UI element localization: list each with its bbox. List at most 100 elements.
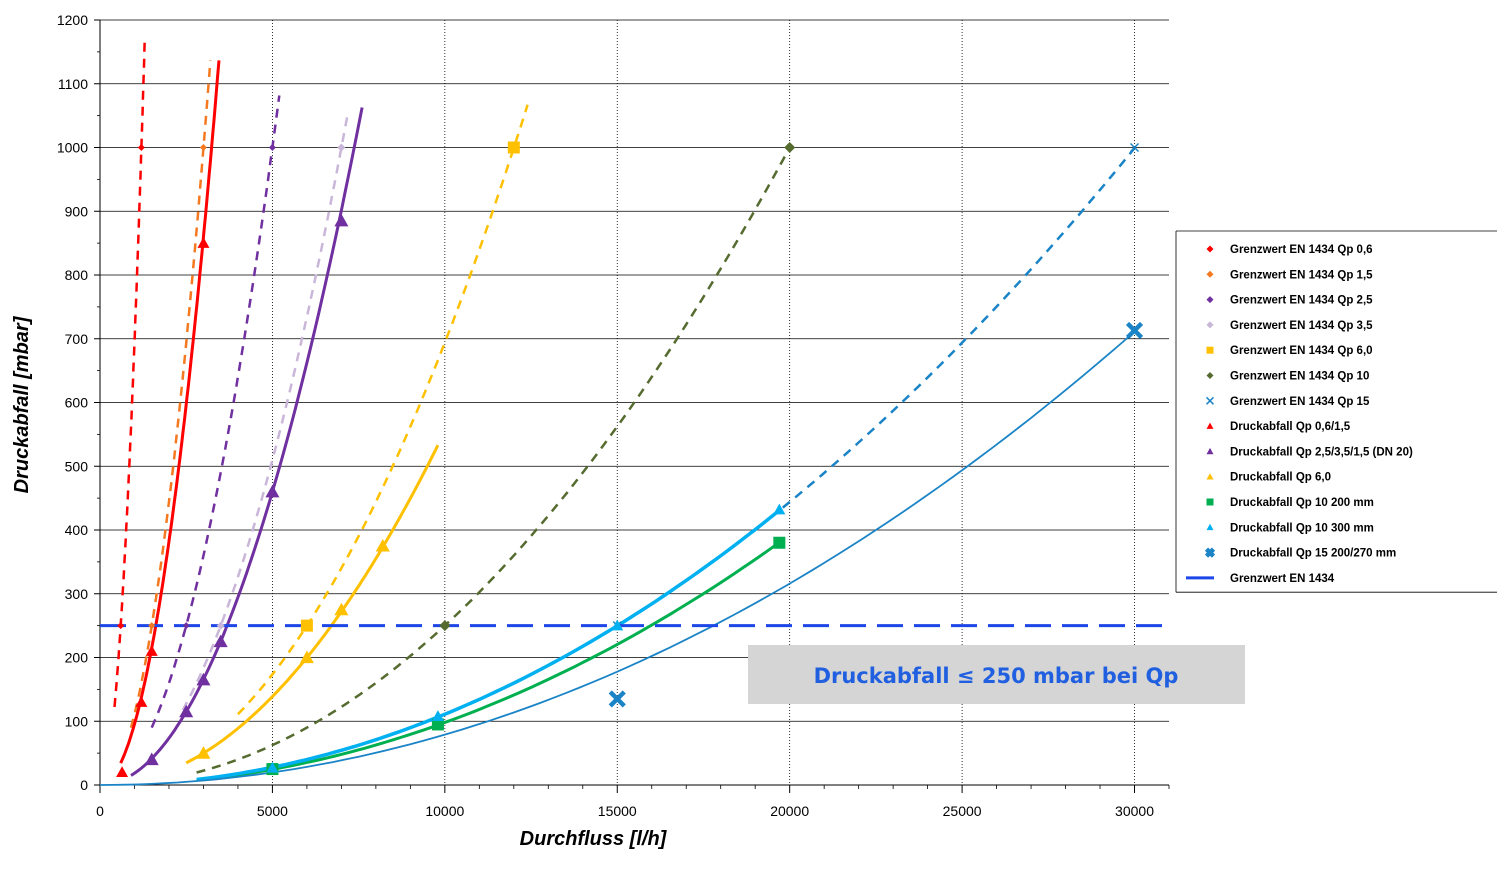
data-point xyxy=(199,144,207,151)
legend-swatch xyxy=(1206,296,1214,304)
data-point xyxy=(507,141,520,154)
data-point xyxy=(773,503,786,515)
legend-swatch xyxy=(1204,547,1216,558)
y-tick-label: 900 xyxy=(65,203,89,219)
y-axis-title: Druckabfall [mbar] xyxy=(11,315,33,493)
legend-label: Grenzwert EN 1434 Qp 2,5 xyxy=(1230,295,1373,307)
data-point xyxy=(144,752,159,766)
legend-swatch xyxy=(1206,245,1214,253)
data-point xyxy=(148,622,156,630)
x-tick-label: 30000 xyxy=(1115,803,1154,819)
legend-label: Grenzwert EN 1434 Qp 3,5 xyxy=(1230,320,1373,332)
series-line xyxy=(130,107,364,777)
x-tick-label: 5000 xyxy=(257,803,288,819)
y-tick-label: 800 xyxy=(65,267,89,283)
data-point xyxy=(299,650,314,664)
annotation-text: Druckabfall ≤ 250 mbar bei Qp xyxy=(814,664,1179,688)
series-line xyxy=(237,104,529,716)
data-point xyxy=(300,619,313,632)
series-line xyxy=(185,444,440,765)
legend-label: Grenzwert EN 1434 xyxy=(1230,573,1335,585)
legend-swatch xyxy=(1206,321,1214,329)
legend-swatch xyxy=(1206,422,1214,429)
data-point xyxy=(135,696,148,707)
legend-label: Grenzwert EN 1434 Qp 6,0 xyxy=(1230,345,1373,357)
data-point xyxy=(216,621,225,630)
y-tick-label: 200 xyxy=(65,650,89,666)
data-point xyxy=(182,622,190,630)
legend-label: Druckabfall Qp 6,0 xyxy=(1230,472,1331,484)
data-point xyxy=(375,538,390,552)
legend-label: Grenzwert EN 1434 Qp 15 xyxy=(1230,396,1370,408)
legend-label: Druckabfall Qp 10 300 mm xyxy=(1230,522,1374,534)
series-line xyxy=(150,95,281,729)
data-point xyxy=(773,536,786,549)
data-point xyxy=(117,622,125,630)
data-point xyxy=(179,704,194,718)
series-line xyxy=(196,146,791,774)
legend-label: Grenzwert EN 1434 Qp 1,5 xyxy=(1230,269,1373,281)
x-tick-label: 10000 xyxy=(425,803,464,819)
legend-label: Druckabfall Qp 0,6/1,5 xyxy=(1230,421,1351,433)
legend: Grenzwert EN 1434 Qp 0,6 Grenzwert EN 143… xyxy=(1175,230,1497,593)
data-point xyxy=(196,672,211,686)
legend-label: Grenzwert EN 1434 Qp 0,6 xyxy=(1230,244,1373,256)
legend-label: Grenzwert EN 1434 Qp 10 xyxy=(1230,371,1369,383)
data-point xyxy=(784,142,796,153)
data-point xyxy=(334,213,349,227)
data-point xyxy=(439,620,451,632)
legend-swatch xyxy=(1206,447,1214,455)
data-point xyxy=(431,710,444,721)
legend-swatch xyxy=(1205,396,1215,405)
legend-swatch xyxy=(1206,270,1214,278)
y-tick-label: 400 xyxy=(65,522,89,538)
series-line xyxy=(113,37,147,708)
y-tick-label: 100 xyxy=(65,713,89,729)
x-tick-label: 0 xyxy=(96,803,104,819)
legend-swatch xyxy=(1206,473,1214,480)
x-axis-title: Durchfluss [l/h] xyxy=(520,828,668,850)
series-line xyxy=(181,110,350,711)
data-point xyxy=(265,484,280,498)
data-point xyxy=(608,690,626,708)
series-line xyxy=(782,147,1136,509)
data-point xyxy=(334,602,349,616)
data-point xyxy=(197,237,210,248)
data-point xyxy=(266,761,279,773)
y-tick-label: 300 xyxy=(65,586,89,602)
data-point xyxy=(1125,321,1144,340)
legend-swatch xyxy=(1206,523,1214,531)
data-point xyxy=(1129,142,1140,153)
data-point xyxy=(196,746,211,759)
series-line xyxy=(196,509,781,782)
axes: 0 100 200 300 400 500 600 700 800 900 1000 1100 1200… xyxy=(57,12,1170,819)
y-tick-label: 1000 xyxy=(57,140,88,156)
annotation-box: Druckabfall ≤ 250 mbar bei Qp xyxy=(748,645,1245,704)
data-point xyxy=(213,634,228,648)
data-point xyxy=(431,718,444,731)
legend-swatch xyxy=(1206,346,1214,354)
y-tick-label: 1200 xyxy=(57,12,88,28)
y-tick-label: 600 xyxy=(65,395,89,411)
series-markers xyxy=(116,141,1144,778)
y-tick-label: 500 xyxy=(65,458,89,474)
y-tick-label: 1100 xyxy=(58,76,88,92)
x-tick-label: 25000 xyxy=(943,803,982,819)
series-line xyxy=(99,331,1136,786)
series-line xyxy=(129,60,212,729)
data-point xyxy=(337,143,346,152)
data-point xyxy=(116,766,129,778)
legend-label: Druckabfall Qp 10 200 mm xyxy=(1230,497,1374,509)
x-tick-label: 20000 xyxy=(770,803,809,819)
y-tick-label: 700 xyxy=(65,331,89,347)
data-point xyxy=(145,645,158,656)
x-tick-label: 15000 xyxy=(598,803,637,819)
legend-swatch xyxy=(1206,498,1214,506)
legend-swatch xyxy=(1206,372,1214,379)
data-point xyxy=(137,144,145,151)
series-line xyxy=(196,541,781,782)
legend-label: Druckabfall Qp 2,5/3,5/1,5 (DN 20) xyxy=(1230,446,1413,458)
y-tick-label: 0 xyxy=(80,777,88,793)
data-point xyxy=(268,144,276,151)
